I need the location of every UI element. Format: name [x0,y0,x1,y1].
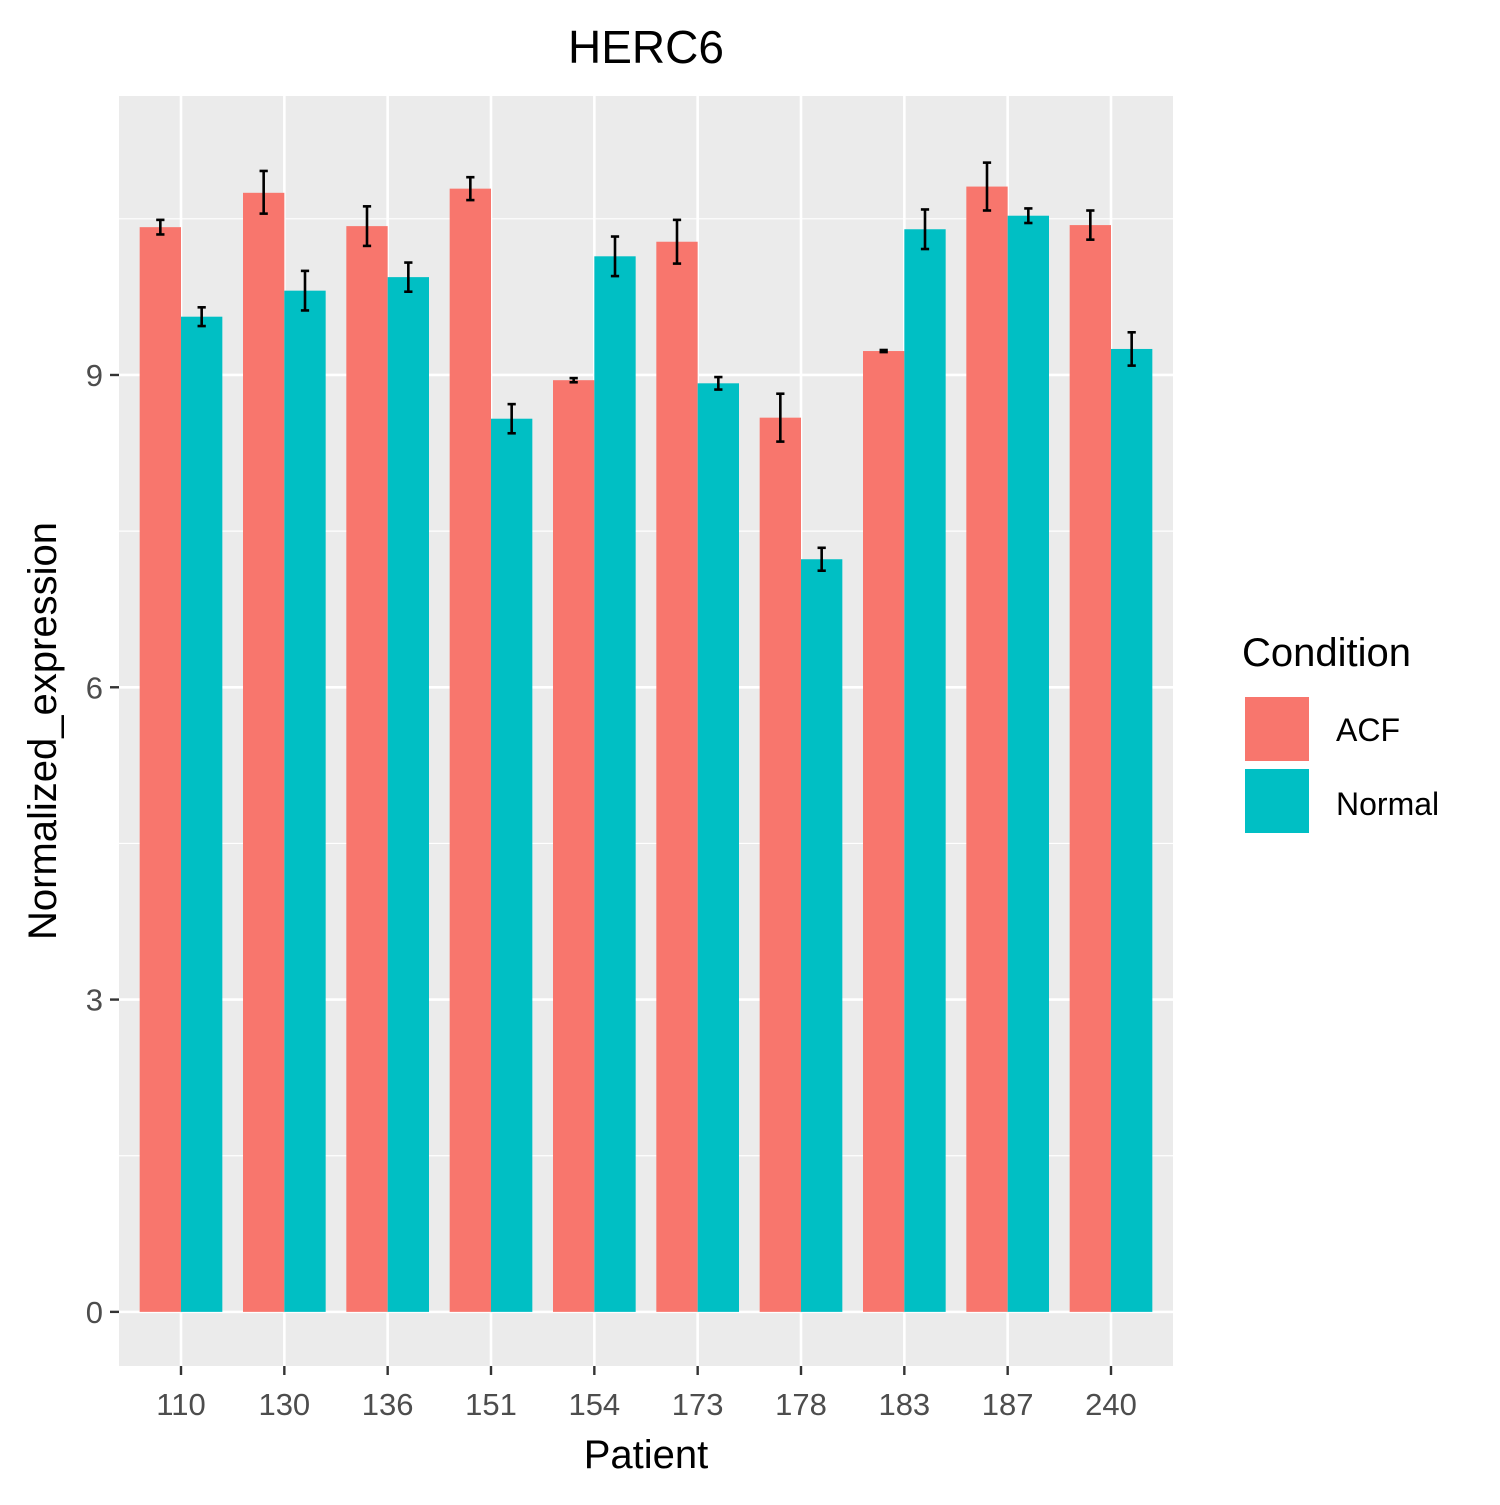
x-tick-label: 178 [775,1387,827,1422]
bar-normal-173 [697,383,739,1312]
errorbar-acf-187 [982,161,992,212]
x-tick-label: 240 [1085,1387,1137,1422]
bar-acf-178 [759,417,801,1312]
chart-title: HERC6 [568,21,724,73]
x-tick-label: 136 [362,1387,414,1422]
bar-normal-178 [801,559,843,1312]
bar-normal-183 [904,229,946,1312]
legend: Condition ACF Normal [1242,631,1439,835]
x-tick-label: 187 [982,1387,1034,1422]
bar-acf-183 [863,351,905,1312]
x-tick-label: 151 [465,1387,517,1422]
bar-normal-110 [181,316,223,1312]
errorbar-normal-240 [1127,331,1136,367]
legend-label-acf: ACF [1336,712,1400,748]
legend-swatch-normal [1245,769,1309,833]
bar-normal-130 [284,290,326,1312]
legend-swatch-acf [1245,697,1309,761]
errorbar-acf-240 [1086,209,1095,241]
y-tick-label: 9 [86,358,103,393]
x-tick-label: 183 [878,1387,930,1422]
bar-acf-151 [449,188,491,1312]
errorbar-normal-154 [610,235,620,278]
bar-normal-136 [387,277,429,1312]
errorbar-acf-130 [259,169,268,215]
y-tick-label: 0 [86,1295,103,1330]
errorbar-normal-173 [714,375,723,391]
bar-acf-173 [656,241,698,1312]
x-axis-title: Patient [584,1433,709,1477]
bar-normal-154 [594,256,636,1312]
errorbar-normal-187 [1024,207,1033,225]
bar-normal-240 [1111,348,1153,1312]
errorbar-normal-178 [817,546,826,572]
y-tick-label: 3 [86,983,103,1018]
legend-title: Condition [1242,631,1411,675]
errorbar-acf-154 [569,376,578,384]
x-axis: 110 130 136 151 154 173 178 183 187 240 [156,1366,1137,1422]
errorbar-acf-110 [156,218,165,236]
bar-normal-187 [1007,215,1049,1312]
x-tick-label: 173 [672,1387,724,1422]
bars-layer [139,186,1153,1312]
bar-acf-240 [1069,225,1111,1312]
y-axis: 0 3 6 9 [86,358,119,1330]
y-axis-title: Normalized_expression [21,522,65,940]
errorbar-normal-110 [197,306,206,328]
errorbars-layer [156,161,1136,572]
bar-acf-130 [243,192,285,1312]
errorbar-normal-151 [507,402,516,435]
x-tick-label: 154 [568,1387,620,1422]
y-tick-label: 6 [86,670,103,705]
bar-acf-187 [966,186,1008,1312]
errorbar-acf-136 [362,205,372,248]
bar-acf-136 [346,226,388,1312]
errorbar-acf-151 [466,175,475,202]
bar-normal-151 [491,418,533,1312]
errorbar-acf-173 [672,218,682,265]
errorbar-acf-178 [776,392,785,443]
bar-acf-110 [139,227,181,1312]
bar-acf-154 [553,380,595,1312]
legend-label-normal: Normal [1336,786,1439,822]
x-tick-label: 130 [258,1387,310,1422]
errorbar-normal-136 [404,261,413,294]
errorbar-acf-183 [879,348,888,354]
x-tick-label: 110 [156,1387,205,1422]
errorbar-normal-183 [920,208,930,251]
errorbar-normal-130 [300,269,310,312]
